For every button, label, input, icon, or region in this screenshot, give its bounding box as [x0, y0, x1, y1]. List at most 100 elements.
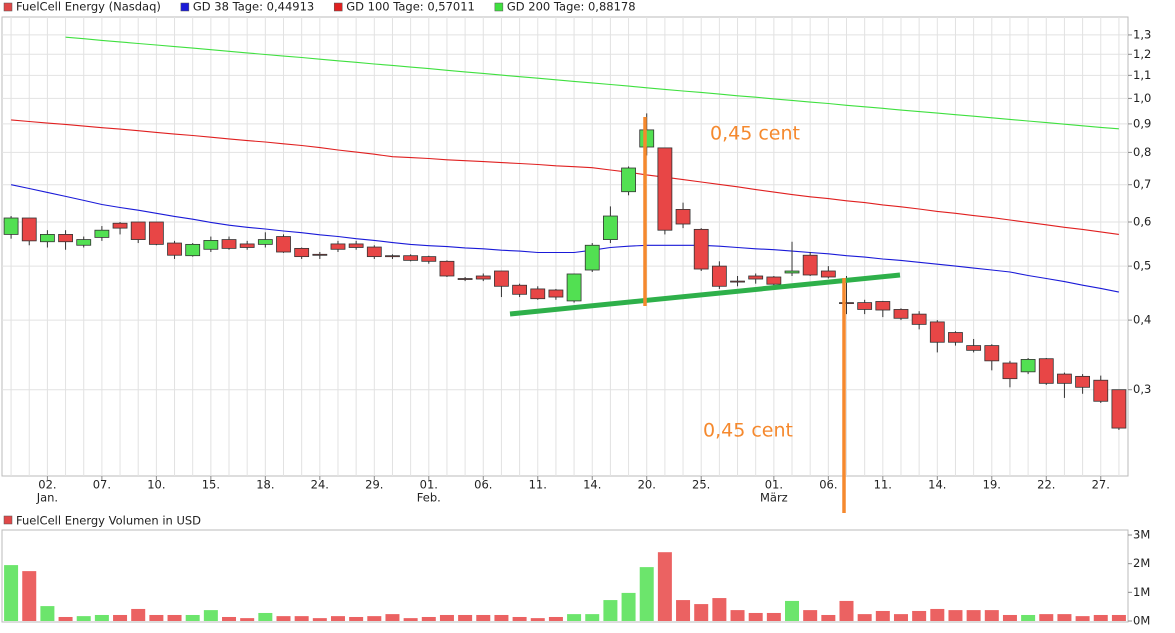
legend-swatch	[3, 2, 13, 12]
candle-body	[657, 147, 673, 231]
volume-bar	[1021, 614, 1036, 621]
y-tick-label: 0,7	[1133, 177, 1151, 191]
x-tick-label: 18.	[256, 478, 274, 492]
y-tick-label: 3M	[1133, 528, 1150, 542]
x-tick-label: 19.	[983, 478, 1001, 492]
volume-bar	[803, 610, 818, 621]
volume-bar	[639, 567, 654, 621]
volume-bar	[1093, 614, 1108, 621]
volume-bar	[203, 610, 218, 621]
annotation: 0,45 cent	[703, 420, 793, 442]
candle-body	[1075, 375, 1090, 388]
volume-bar	[1057, 614, 1072, 621]
x-tick-label: 27.	[1092, 478, 1110, 492]
candle-body	[929, 321, 945, 343]
legend-swatch	[180, 2, 190, 12]
y-tick-label: 0,4	[1133, 313, 1151, 327]
y-tick-label: 0,3	[1133, 382, 1151, 396]
y-tick-label: 0,6	[1133, 215, 1151, 229]
candle-body	[748, 275, 764, 280]
volume-title: FuelCell Energy Volumen in USD	[16, 514, 201, 528]
volume-bar	[131, 608, 146, 621]
x-tick-label: 06.	[819, 478, 837, 492]
x-month-label: Jan.	[36, 491, 58, 505]
volume-bar	[222, 616, 237, 621]
volume-bar	[585, 614, 600, 621]
y-tick-label: 2M	[1133, 556, 1150, 570]
volume-bar	[730, 610, 745, 621]
candle-body	[621, 167, 636, 193]
legend-swatch	[333, 2, 343, 12]
volume-bar	[294, 616, 309, 621]
volume-bar	[948, 610, 963, 621]
volume-bar	[58, 616, 73, 621]
x-tick-label: 11.	[529, 478, 547, 492]
volume-bar	[4, 565, 19, 621]
volume-bar	[893, 614, 908, 621]
candle-body	[584, 244, 600, 271]
y-tick-label: 1,3	[1133, 27, 1151, 41]
candle-body	[1002, 362, 1018, 380]
volume-bar	[1075, 616, 1090, 621]
volume-bar	[984, 610, 999, 621]
volume-bar	[94, 614, 109, 621]
candle-body	[857, 302, 873, 310]
volume-bar	[113, 614, 128, 621]
trend-line	[509, 272, 901, 317]
volume-bar	[657, 552, 672, 621]
candle-body	[421, 256, 437, 262]
x-tick-label: 01.	[420, 478, 438, 492]
candle-body	[348, 243, 364, 248]
candle-body	[839, 302, 854, 305]
x-tick-label: 06.	[474, 478, 492, 492]
volume-bar	[458, 614, 473, 621]
volume-bar	[439, 614, 454, 621]
candle-body	[294, 247, 310, 258]
volume-bar	[530, 618, 545, 621]
volume-bar	[748, 612, 763, 621]
candle-body	[330, 243, 346, 250]
candle-body	[221, 239, 237, 249]
candle-body	[385, 255, 400, 258]
volume-bar	[421, 616, 436, 621]
volume-bar	[821, 614, 836, 621]
x-tick-label: 22.	[1037, 478, 1055, 492]
candle-body	[984, 345, 1000, 362]
y-tick-label: 1,1	[1133, 68, 1151, 82]
x-month-label: März	[760, 491, 788, 505]
volume-bar	[567, 614, 582, 621]
candle-body	[966, 345, 982, 351]
x-tick-label: 11.	[874, 478, 892, 492]
y-tick-label: 0M	[1133, 614, 1150, 628]
volume-bar	[785, 600, 800, 621]
legend-label: GD 200 Tage: 0,88178	[507, 0, 636, 14]
legend-swatch	[494, 2, 504, 12]
candle-body	[1038, 358, 1054, 384]
candle-body	[548, 289, 564, 298]
candle-body	[512, 284, 527, 295]
y-tick-label: 0,8	[1133, 145, 1151, 159]
y-tick-label: 1,0	[1133, 91, 1151, 105]
legend-swatch	[3, 515, 13, 525]
legend-label: GD 100 Tage: 0,57011	[346, 0, 475, 14]
volume-bar	[875, 610, 890, 621]
volume-bar	[476, 614, 491, 621]
candle-body	[457, 278, 473, 280]
x-month-label: Feb.	[417, 491, 441, 505]
volume-bar	[603, 600, 618, 621]
candle-body	[148, 221, 164, 245]
volume-bar	[22, 571, 37, 621]
candle-body	[675, 209, 691, 225]
candle-body	[112, 222, 128, 229]
candle-body	[875, 301, 891, 311]
y-tick-label: 1M	[1133, 585, 1150, 599]
volume-bar	[403, 618, 418, 621]
x-tick-label: 15.	[202, 478, 220, 492]
volume-bar	[185, 614, 200, 621]
volume-bar	[857, 614, 872, 621]
volume-bar	[694, 604, 709, 621]
candle-body	[21, 217, 37, 242]
y-tick-label: 1,2	[1133, 47, 1151, 61]
